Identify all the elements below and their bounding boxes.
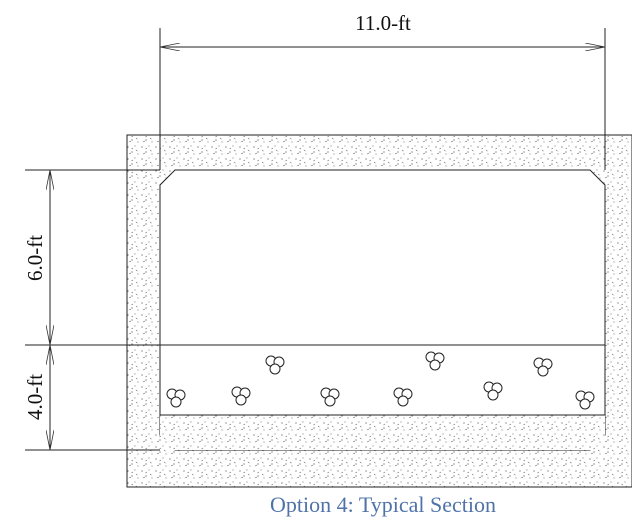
rocks — [166, 351, 595, 410]
width-label: 11.0-ft — [355, 11, 411, 35]
dimension-lines — [25, 28, 606, 451]
lower-height-label: 4.0-ft — [23, 374, 47, 420]
caption: Option 4: Typical Section — [270, 492, 496, 517]
upper-height-label: 6.0-ft — [23, 235, 47, 281]
concrete-box — [126, 134, 632, 488]
